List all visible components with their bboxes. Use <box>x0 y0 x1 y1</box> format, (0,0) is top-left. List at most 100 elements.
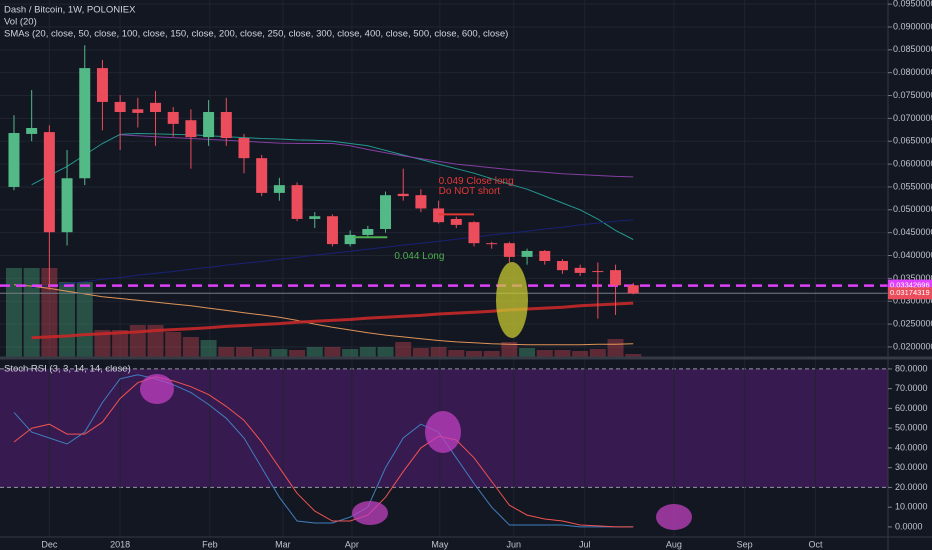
y-tick-label: 40.0000 <box>895 442 928 452</box>
volume-bar <box>23 268 40 357</box>
candle-body <box>273 185 285 193</box>
x-tick-label: Dec <box>41 539 58 549</box>
volume-bar <box>359 347 376 357</box>
x-tick-label: Mar <box>275 539 291 549</box>
candle-body <box>556 261 568 271</box>
sma-label: SMAs (20, close, 50, close, 100, close, … <box>4 29 508 40</box>
indicator-line <box>31 219 634 288</box>
candle-body <box>26 127 38 134</box>
x-tick-label: Feb <box>202 539 218 549</box>
y-tick-label: 60.0000 <box>895 403 928 413</box>
y-tick-label: 0.09000000 <box>893 21 932 31</box>
y-tick-label: 0.02500000 <box>893 318 932 328</box>
volume-bar <box>271 349 288 357</box>
y-tick-label: 0.0000 <box>895 521 923 531</box>
x-tick-label: Jul <box>579 539 591 549</box>
y-tick-label: 10.0000 <box>895 502 928 512</box>
indicator-line <box>120 134 634 178</box>
stoch-title: Stoch RSI (3, 3, 14, 14, close) <box>4 364 131 375</box>
volume-bar <box>607 339 624 357</box>
highlight-ellipse <box>140 374 174 404</box>
candle-body <box>450 218 462 225</box>
volume-bar <box>324 347 341 357</box>
candle-body <box>326 216 338 245</box>
price-label: 0.03342696 <box>890 281 930 290</box>
y-tick-label: 0.05500000 <box>893 181 932 191</box>
highlight-ellipse <box>496 262 528 338</box>
volume-bar <box>395 342 412 357</box>
x-tick-label: Apr <box>345 539 359 549</box>
volume-bar <box>536 350 553 357</box>
x-tick-label: Sep <box>737 539 753 549</box>
volume-bar <box>289 350 306 357</box>
candle-body <box>503 243 515 257</box>
volume-bar <box>625 354 642 357</box>
candle-body <box>344 234 356 245</box>
volume-bar <box>235 347 252 357</box>
volume-bar <box>430 347 447 357</box>
volume-bar <box>129 325 146 357</box>
y-tick-label: 0.06000000 <box>893 158 932 168</box>
y-tick-label: 0.02000000 <box>893 341 932 351</box>
volume-bar <box>572 351 589 357</box>
candle-body <box>574 267 586 273</box>
candle-body <box>610 270 622 286</box>
volume-bar <box>147 325 164 357</box>
candle-body <box>592 271 604 273</box>
candle-body <box>203 111 215 138</box>
candle-body <box>61 178 73 233</box>
annotation-text: Do NOT short <box>439 186 501 197</box>
candle-body <box>415 195 427 209</box>
volume-bar <box>182 337 199 357</box>
candle-body <box>220 111 232 139</box>
candle-body <box>256 158 268 193</box>
y-tick-label: 0.07500000 <box>893 90 932 100</box>
candle-body <box>150 102 162 112</box>
candle-body <box>627 285 639 294</box>
candle-body <box>521 250 533 257</box>
y-tick-label: 50.0000 <box>895 423 928 433</box>
volume-bar <box>501 342 518 357</box>
candle-body <box>380 195 392 230</box>
y-tick-label: 70.0000 <box>895 383 928 393</box>
candle-body <box>468 222 480 244</box>
x-tick-label: 2018 <box>110 539 130 549</box>
volume-bar <box>76 282 93 357</box>
indicator-line <box>31 301 634 340</box>
highlight-ellipse <box>425 411 461 453</box>
y-tick-label: 0.08500000 <box>893 44 932 54</box>
volume-label: Vol (20) <box>4 17 37 28</box>
y-tick-label: 0.06500000 <box>893 136 932 146</box>
candle-body <box>79 68 91 179</box>
indicator-line <box>13 374 634 528</box>
candle-body <box>362 229 374 235</box>
volume-bar <box>412 348 429 357</box>
volume-bar <box>165 332 182 357</box>
candle-body <box>309 216 321 219</box>
x-tick-label: May <box>431 539 449 549</box>
volume-bar <box>483 351 500 357</box>
candle-body <box>291 185 303 219</box>
y-tick-label: 30.0000 <box>895 462 928 472</box>
volume-bar <box>448 350 465 357</box>
y-tick-label: 0.03000000 <box>893 296 932 306</box>
volume-bar <box>342 349 359 357</box>
volume-bar <box>465 351 482 357</box>
candle-body <box>43 132 55 233</box>
annotation-text: 0.044 Long <box>394 251 444 262</box>
y-tick-label: 0.08000000 <box>893 67 932 77</box>
y-tick-label: 0.03500000 <box>893 273 932 283</box>
annotation-text: 0.049 Close long <box>439 176 514 187</box>
x-tick-label: Aug <box>666 539 682 549</box>
candle-body <box>114 101 126 112</box>
highlight-ellipse <box>656 504 692 530</box>
highlight-ellipse <box>352 501 388 525</box>
volume-bar <box>112 330 129 357</box>
volume-bar <box>519 348 536 357</box>
y-tick-label: 20.0000 <box>895 482 928 492</box>
y-tick-label: 0.07000000 <box>893 113 932 123</box>
y-tick-label: 0.04500000 <box>893 227 932 237</box>
y-tick-label: 80.0000 <box>895 363 928 373</box>
